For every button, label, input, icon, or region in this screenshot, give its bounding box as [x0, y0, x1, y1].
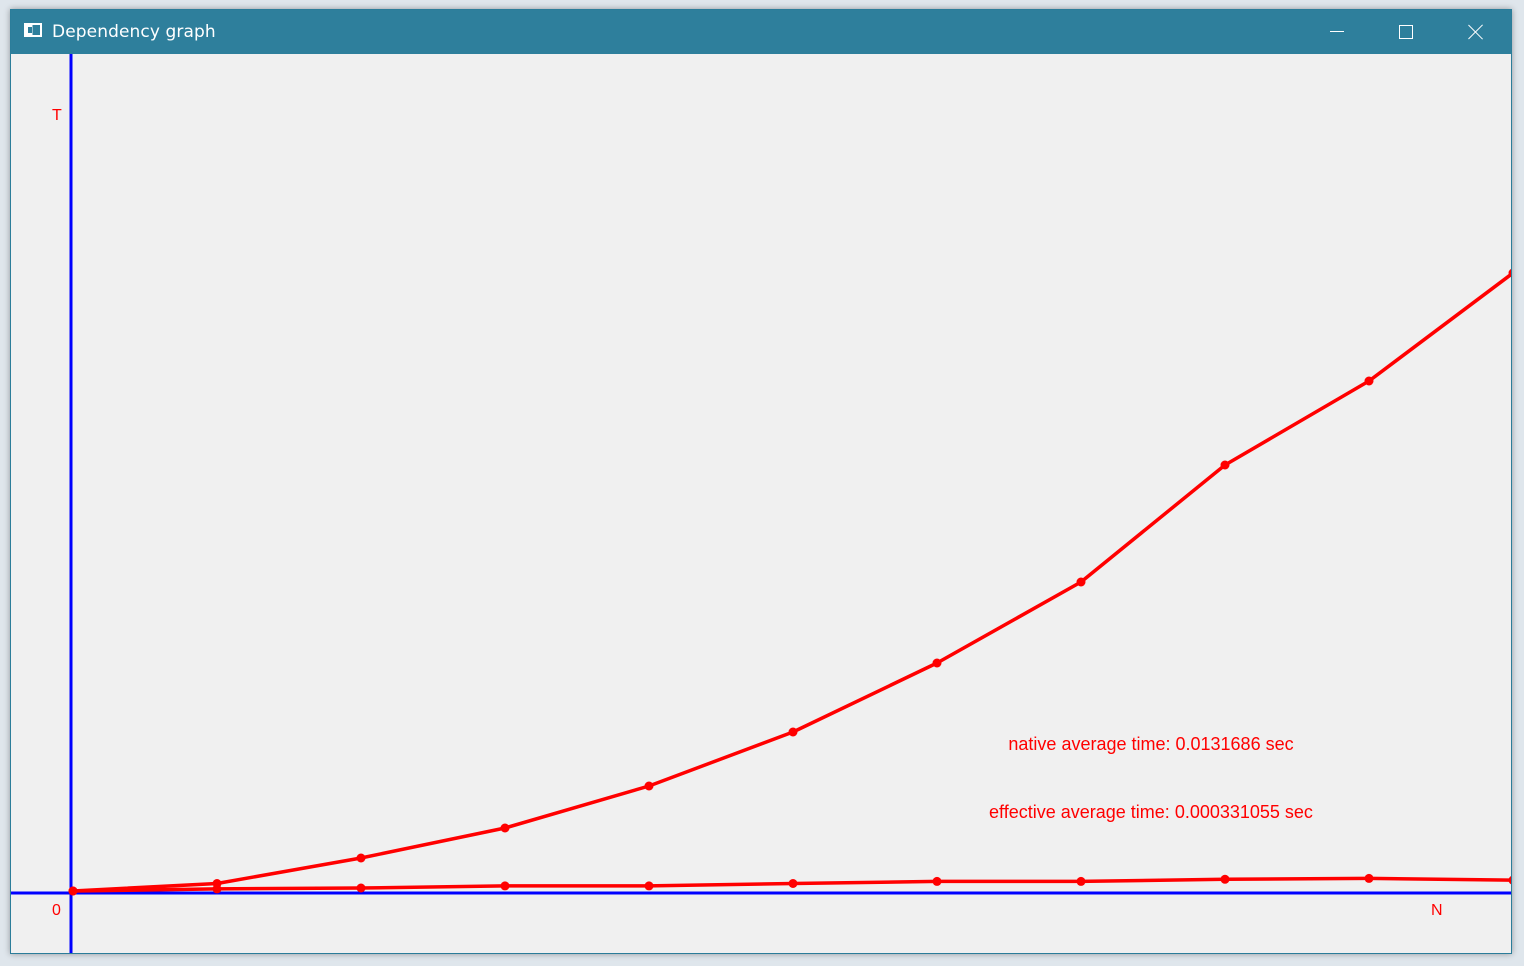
series-line-1 — [72, 272, 1511, 893]
series-1-point-3 — [500, 823, 510, 833]
x-axis-label: N — [1431, 902, 1443, 919]
series-2-point-10 — [1508, 876, 1511, 885]
maximize-icon — [1399, 25, 1413, 39]
close-button[interactable] — [1441, 10, 1511, 54]
series-2-point-8 — [1220, 874, 1230, 884]
series-2-point-2 — [356, 883, 366, 893]
series-1-point-7 — [1076, 577, 1086, 587]
series-1-point-2 — [356, 853, 366, 863]
native-average-time: native average time: 0.0131686 sec — [1008, 734, 1293, 754]
series-1-point-10 — [1508, 268, 1511, 278]
series-1-point-8 — [1220, 460, 1230, 470]
series-2-point-4 — [644, 881, 654, 891]
series-2-point-3 — [500, 881, 510, 891]
dependency-plot: T N 0 native average time: 0.0131686 sec… — [11, 54, 1511, 953]
y-axis-label: T — [52, 107, 62, 124]
graph-canvas: T N 0 native average time: 0.0131686 sec… — [11, 54, 1511, 953]
series-1-point-9 — [1364, 376, 1374, 386]
effective-average-time: effective average time: 0.000331055 sec — [989, 802, 1313, 822]
series-1-point-4 — [644, 781, 654, 791]
close-icon — [1468, 24, 1484, 40]
minimize-button[interactable] — [1301, 10, 1371, 54]
app-window: Dependency graph T N 0 native average ti… — [10, 9, 1512, 954]
series-layer — [68, 268, 1511, 896]
minimize-icon — [1330, 31, 1344, 32]
axes — [11, 54, 1511, 953]
series-2-point-9 — [1364, 873, 1374, 883]
series-1-point-5 — [788, 727, 798, 737]
series-2-point-1 — [212, 884, 222, 894]
series-2-point-6 — [932, 876, 942, 886]
series-2-point-7 — [1076, 876, 1086, 886]
series-1-point-6 — [932, 658, 942, 668]
origin-label: 0 — [52, 902, 61, 919]
window-title: Dependency graph — [52, 22, 216, 42]
series-2-point-0 — [68, 886, 78, 896]
maximize-button[interactable] — [1371, 10, 1441, 54]
title-bar[interactable]: Dependency graph — [11, 10, 1511, 54]
series-2-point-5 — [788, 879, 798, 888]
app-window-icon — [24, 23, 42, 37]
